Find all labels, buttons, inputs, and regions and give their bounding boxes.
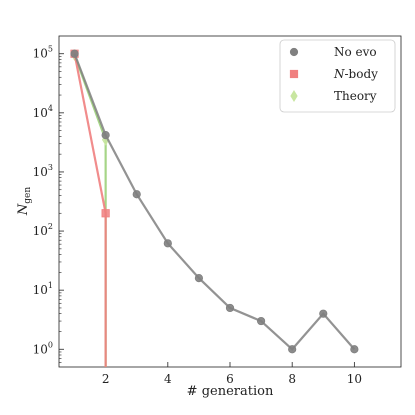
legend-label-text: Theory	[334, 89, 377, 103]
y-tick-label: 102	[33, 222, 53, 238]
y-tick-label: 100	[33, 340, 53, 356]
legend-marker-0	[289, 47, 299, 57]
y-tick-base: 10	[33, 106, 48, 120]
legend: No evo N-body Theory	[279, 39, 396, 113]
series-line	[73, 53, 356, 351]
legend-label-0: No evo	[334, 45, 377, 59]
data-point-square	[101, 209, 110, 218]
y-tick-exponent: 4	[48, 104, 53, 113]
y-tick-base: 10	[33, 47, 48, 61]
y-tick-exponent: 5	[48, 45, 53, 54]
data-point-circle	[350, 345, 359, 354]
legend-label-1: N-body	[333, 67, 378, 81]
y-tick-base: 10	[33, 283, 48, 297]
legend-label-text: No evo	[334, 45, 377, 59]
y-tick-exponent: 2	[48, 222, 53, 231]
series-line	[73, 53, 107, 214]
series-layer	[70, 49, 359, 367]
data-point-circle	[288, 345, 297, 354]
svg-text:Ngen: Ngen	[16, 187, 33, 216]
x-tick-label: 8	[288, 372, 296, 386]
data-point-circle	[70, 49, 79, 58]
x-axis-label: # generation	[187, 384, 274, 399]
y-tick-exponent: 0	[48, 340, 53, 349]
legend-marker-1	[289, 69, 299, 79]
y-tick-base: 10	[33, 224, 48, 238]
legend-label-2: Theory	[334, 89, 377, 103]
legend-marker-2	[290, 90, 298, 102]
y-axis-label-main: N	[16, 203, 31, 216]
data-point-circle	[194, 273, 204, 283]
series-0	[70, 49, 359, 354]
y-tick-label: 105	[33, 45, 53, 61]
x-tick-label: 2	[102, 372, 110, 386]
data-point-circle	[163, 239, 172, 248]
legend-label-text: -body	[345, 67, 379, 81]
legend-label-italic: N	[333, 67, 345, 81]
legend-box	[279, 39, 396, 113]
data-point-circle	[225, 303, 235, 313]
y-tick-exponent: 1	[48, 281, 53, 290]
y-tick-label: 104	[33, 104, 53, 120]
y-tick-label: 101	[33, 281, 53, 297]
x-tick-label: 6	[226, 372, 234, 386]
y-tick-exponent: 3	[48, 163, 53, 172]
y-tick-label: 103	[33, 163, 53, 179]
y-tick-base: 10	[33, 165, 48, 179]
x-tick-label: 4	[164, 372, 172, 386]
y-axis-label-sub: gen	[23, 187, 33, 204]
data-point-circle	[132, 190, 141, 199]
data-point-circle	[319, 309, 328, 318]
data-point-circle	[256, 316, 266, 326]
data-point-circle	[101, 131, 110, 140]
y-tick-base: 10	[33, 342, 48, 356]
y-axis-label: Ngen	[16, 187, 33, 216]
x-tick-label: 10	[347, 372, 362, 386]
